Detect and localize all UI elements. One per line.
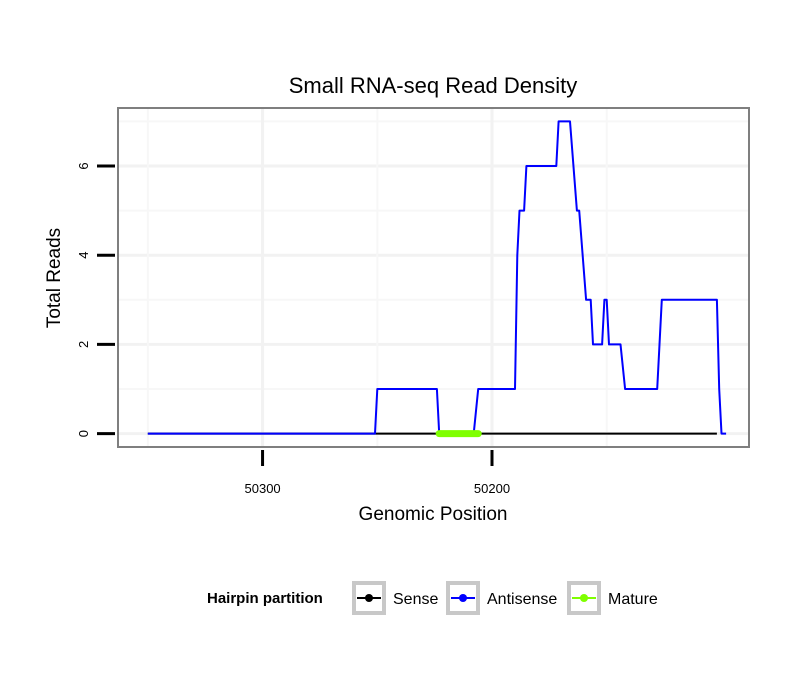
legend-item-mature: Mature	[567, 581, 658, 615]
x-tick-label-0: 50300	[245, 481, 281, 496]
x-axis: 50300 50200	[245, 450, 510, 496]
legend-item-antisense: Antisense	[446, 581, 557, 615]
legend-label-sense: Sense	[393, 591, 438, 608]
y-tick-label-0: 0	[76, 430, 91, 437]
chart-title: Small RNA-seq Read Density	[289, 73, 578, 98]
x-axis-title: Genomic Position	[359, 504, 508, 525]
panel-border	[117, 107, 750, 448]
legend-items: Sense Antisense Mature	[352, 581, 658, 615]
legend-label-antisense: Antisense	[487, 591, 557, 608]
y-tick-label-3: 6	[76, 162, 91, 169]
legend-label-mature: Mature	[608, 591, 658, 608]
legend-item-sense: Sense	[352, 581, 438, 615]
series-line-antisense	[147, 120, 727, 435]
y-axis-title: Total Reads	[44, 228, 65, 328]
series-lines	[147, 120, 727, 438]
legend: Hairpin partition Sense Antisense Mature	[207, 581, 658, 615]
y-tick-label-1: 2	[76, 341, 91, 348]
x-tick-label-1: 50200	[474, 481, 510, 496]
plot-panel	[117, 107, 750, 448]
legend-key-point-antisense	[459, 594, 467, 602]
legend-key-point-sense	[365, 594, 373, 602]
legend-key-point-mature	[580, 594, 588, 602]
y-tick-label-2: 4	[76, 252, 91, 259]
y-axis: 0 2 4 6	[76, 162, 115, 437]
legend-title: Hairpin partition	[207, 590, 323, 607]
panel-background	[118, 108, 749, 447]
